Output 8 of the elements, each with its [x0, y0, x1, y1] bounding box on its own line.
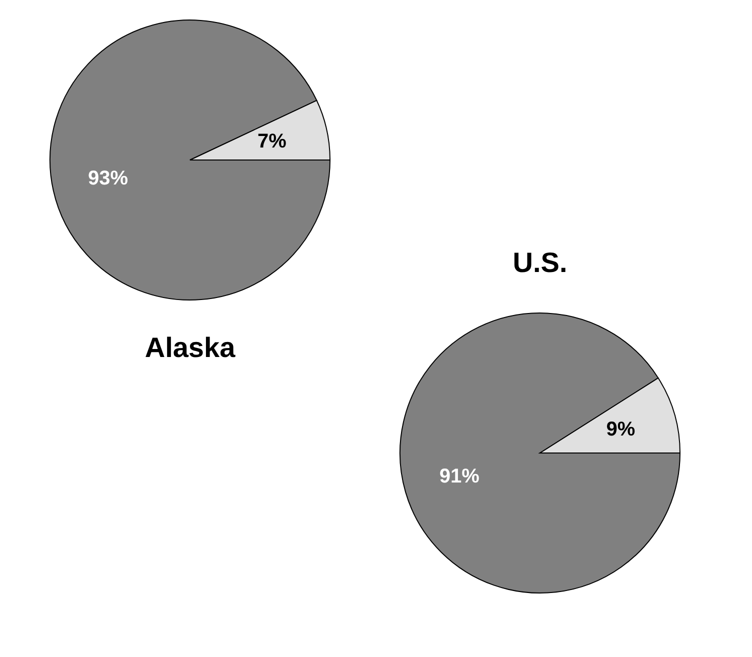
pie-slice	[50, 20, 330, 300]
data-label: 93%	[88, 167, 128, 190]
text: Alaska	[144, 332, 236, 363]
data-label: 91%	[439, 465, 480, 488]
pie-slice	[400, 312, 680, 594]
data-label: 7%	[258, 130, 287, 153]
data-label: 9%	[606, 418, 636, 441]
chart-title: U.S.	[512, 247, 568, 278]
